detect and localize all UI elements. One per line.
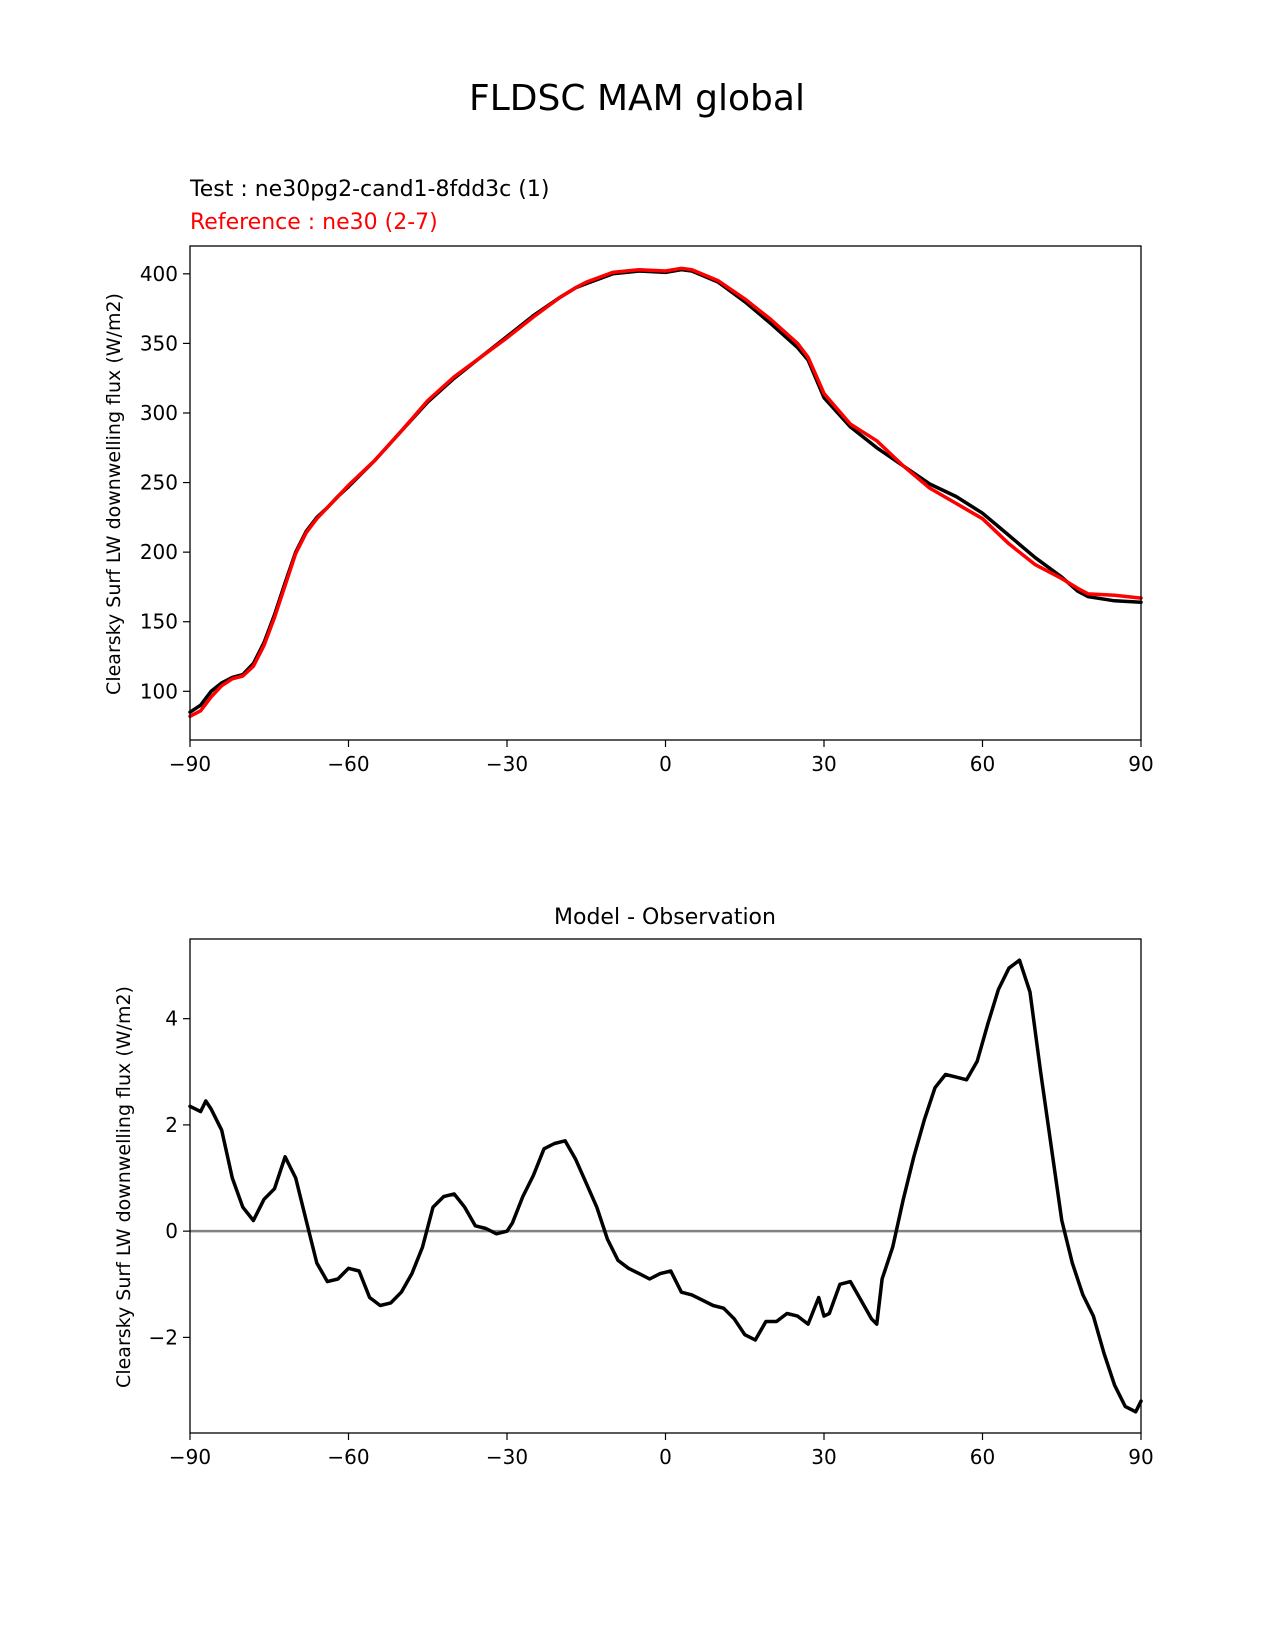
bottom-series-line-difference	[188, 958, 1143, 1414]
top-x-tick-label: 60	[970, 752, 995, 776]
bottom-x-tick-label: −30	[486, 1445, 528, 1469]
top-plot-frame	[189, 245, 1142, 741]
top-y-ticks: 100 150 200 250 300 350 400	[140, 262, 190, 703]
bottom-y-ticks: −2 0 2 4	[149, 1007, 190, 1349]
figure-title: FLDSC MAM global	[469, 78, 805, 119]
bottom-y-axis-label: Clearsky Surf LW downwelling flux (W/m2)	[113, 986, 135, 1388]
top-y-tick-label: 150	[140, 610, 178, 634]
bottom-x-tick-label: −90	[169, 1445, 211, 1469]
bottom-x-tick-label: 90	[1128, 1445, 1153, 1469]
top-y-tick-label: 300	[140, 401, 178, 425]
test-label: Test : ne30pg2-cand1-8fdd3c (1)	[189, 177, 549, 202]
bottom-x-tick-label: 0	[659, 1445, 672, 1469]
bottom-plot-frame	[189, 938, 1142, 1434]
bottom-x-tick-label: 30	[811, 1445, 836, 1469]
top-y-tick-label: 400	[140, 262, 178, 286]
top-y-tick-label: 200	[140, 540, 178, 564]
bottom-chart-title: Model - Observation	[554, 905, 776, 930]
bottom-x-ticks: −90 −60 −30 0 30 60 90	[169, 1433, 1154, 1469]
top-x-tick-label: −30	[486, 752, 528, 776]
bottom-y-tick-label: 2	[165, 1113, 178, 1137]
top-series-line-reference	[188, 266, 1143, 719]
top-series	[188, 266, 1143, 719]
bottom-x-tick-label: 60	[970, 1445, 995, 1469]
bottom-panel: Model - Observation Clearsky Surf LW dow…	[113, 905, 1154, 1469]
top-y-tick-label: 350	[140, 331, 178, 355]
bottom-y-tick-label: −2	[149, 1325, 178, 1349]
top-panel: Test : ne30pg2-cand1-8fdd3c (1) Referenc…	[103, 177, 1154, 776]
top-x-tick-label: 90	[1128, 752, 1153, 776]
top-x-tick-label: 0	[659, 752, 672, 776]
top-x-tick-label: 30	[811, 752, 836, 776]
bottom-x-tick-label: −60	[327, 1445, 369, 1469]
bottom-y-tick-label: 4	[165, 1007, 178, 1031]
top-x-tick-label: −60	[327, 752, 369, 776]
top-y-axis-label: Clearsky Surf LW downwelling flux (W/m2)	[103, 293, 125, 695]
top-y-tick-label: 100	[140, 679, 178, 703]
bottom-y-tick-label: 0	[165, 1219, 178, 1243]
bottom-series	[188, 958, 1143, 1414]
reference-label: Reference : ne30 (2-7)	[190, 210, 438, 235]
top-x-tick-label: −90	[169, 752, 211, 776]
top-x-ticks: −90 −60 −30 0 30 60 90	[169, 740, 1154, 776]
top-y-tick-label: 250	[140, 471, 178, 495]
